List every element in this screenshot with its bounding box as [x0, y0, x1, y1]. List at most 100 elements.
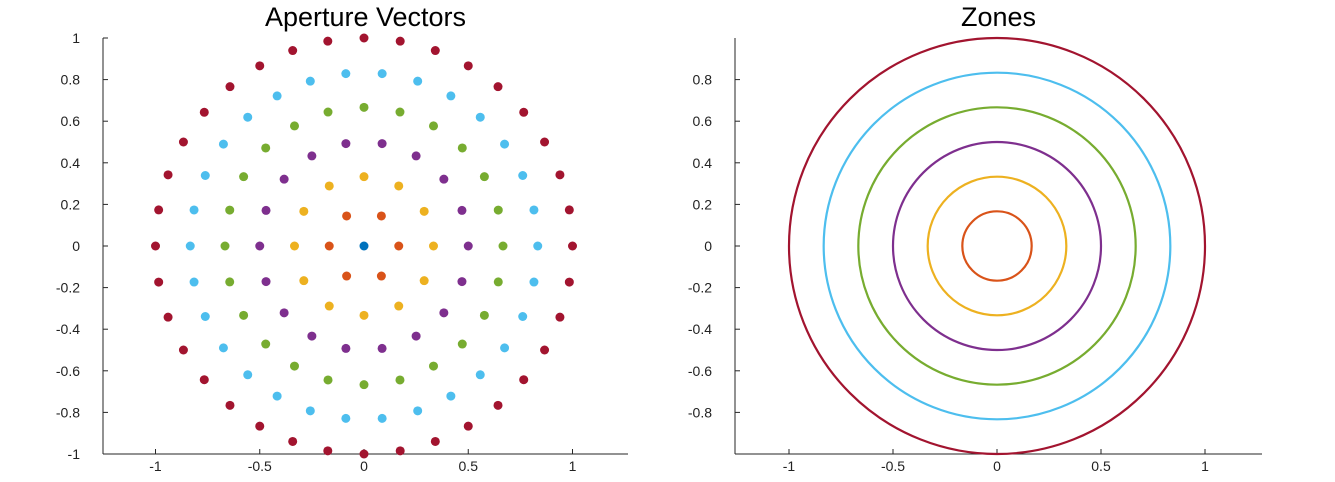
aperture-point — [457, 339, 467, 349]
aperture-point — [359, 380, 369, 390]
aperture-point — [189, 277, 199, 287]
x-tick-label: -1 — [783, 458, 796, 474]
y-tick-label: 0.6 — [693, 113, 713, 129]
aperture-point — [279, 174, 289, 184]
aperture-point — [518, 171, 528, 181]
aperture-point — [395, 36, 405, 46]
aperture-point — [533, 241, 543, 251]
aperture-point — [288, 46, 298, 56]
aperture-point — [493, 82, 503, 92]
aperture-point — [564, 277, 574, 287]
aperture-point — [272, 91, 282, 101]
y-tick-label: -0.2 — [688, 280, 712, 296]
aperture-point — [529, 205, 539, 215]
aperture-point — [289, 121, 299, 131]
aperture-point — [457, 143, 467, 153]
aperture-point — [555, 170, 565, 180]
aperture-point — [154, 277, 164, 287]
aperture-point — [518, 311, 528, 321]
aperture-point — [446, 391, 456, 401]
aperture-point — [359, 102, 369, 112]
aperture-point — [299, 276, 309, 286]
aperture-point — [341, 343, 351, 353]
aperture-point — [289, 361, 299, 371]
y-tick-label: 0.4 — [693, 155, 713, 171]
y-tick-label: -0.8 — [56, 404, 80, 420]
y-tick-label: -0.4 — [56, 321, 80, 337]
aperture-point — [299, 206, 309, 216]
y-tick-label: 0 — [704, 238, 712, 254]
aperture-point — [324, 181, 334, 191]
zone-circle — [891, 140, 1103, 352]
aperture-point — [323, 107, 333, 117]
zone-circle — [926, 175, 1068, 317]
zone-circle — [822, 71, 1172, 421]
aperture-point — [151, 241, 160, 251]
aperture-point — [377, 413, 387, 423]
aperture-point — [288, 436, 298, 446]
aperture-point — [419, 276, 429, 286]
aperture-point — [307, 331, 317, 341]
aperture-point — [279, 308, 289, 318]
aperture-point — [419, 206, 429, 216]
aperture-point — [323, 446, 333, 456]
aperture-point — [239, 310, 249, 320]
y-tick-label: 0.8 — [693, 72, 713, 88]
aperture-point — [493, 205, 503, 215]
aperture-point — [475, 112, 485, 122]
aperture-point — [342, 211, 352, 221]
aperture-point — [200, 311, 210, 321]
aperture-point — [413, 406, 423, 416]
y-tick-label: 1 — [72, 30, 80, 46]
aperture-point — [394, 241, 404, 251]
aperture-point — [395, 446, 405, 456]
y-tick-label: -0.4 — [688, 321, 712, 337]
aperture-point — [479, 172, 489, 182]
aperture-point — [220, 241, 230, 251]
aperture-point — [225, 400, 235, 410]
aperture-point — [163, 312, 173, 322]
aperture-point — [359, 310, 369, 320]
aperture-point — [359, 241, 369, 251]
aperture-point — [395, 107, 405, 117]
aperture-point — [439, 308, 449, 318]
aperture-point — [225, 205, 235, 215]
x-tick-label: 0 — [360, 458, 368, 474]
aperture-point — [255, 241, 265, 251]
aperture-point — [342, 271, 352, 281]
aperture-point — [564, 205, 574, 215]
aperture-point — [255, 61, 265, 71]
aperture-point — [429, 121, 439, 131]
aperture-point — [457, 205, 467, 215]
aperture-point — [394, 301, 404, 311]
aperture-point — [377, 343, 387, 353]
aperture-point — [463, 241, 473, 251]
aperture-point — [430, 436, 440, 446]
aperture-point — [261, 277, 271, 287]
aperture-point — [255, 421, 265, 431]
aperture-point — [189, 205, 199, 215]
zones-panel: Zones -1 -0.5 0 0.5 1 -0.8 -0.6 -0.4 -0.2 0 0.2 0.4 0… — [688, 2, 1262, 474]
aperture-point — [475, 370, 485, 380]
aperture-point — [376, 211, 386, 221]
aperture-point — [519, 107, 529, 117]
aperture-point — [225, 277, 235, 287]
aperture-point — [163, 170, 173, 180]
x-tick-label: 0 — [993, 458, 1001, 474]
aperture-point — [395, 375, 405, 385]
y-tick-label: -0.6 — [688, 363, 712, 379]
x-tick-label: -0.5 — [881, 458, 905, 474]
aperture-point — [359, 33, 369, 43]
aperture-point — [413, 76, 423, 86]
y-tick-label: 0.4 — [61, 155, 81, 171]
aperture-point — [305, 76, 315, 86]
aperture-point — [261, 205, 271, 215]
aperture-point — [540, 345, 550, 355]
y-tick-label: 0 — [72, 238, 80, 254]
aperture-point — [500, 343, 510, 353]
aperture-point — [324, 301, 334, 311]
aperture-point — [428, 241, 438, 251]
aperture-point — [218, 139, 228, 149]
aperture-point — [463, 421, 473, 431]
x-tick-label: 0.5 — [1091, 458, 1111, 474]
